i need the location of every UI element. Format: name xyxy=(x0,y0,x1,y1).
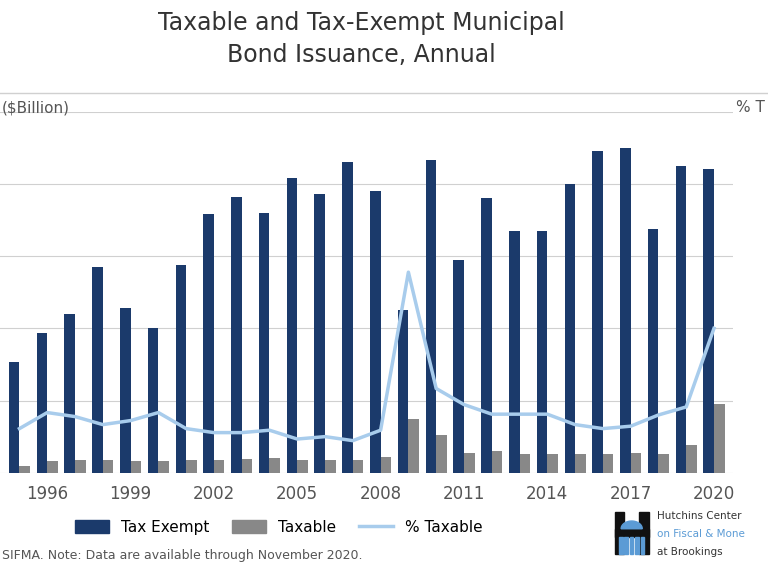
Bar xyxy=(620,148,631,473)
Text: Hutchins Center: Hutchins Center xyxy=(657,511,742,521)
Bar xyxy=(204,214,214,473)
Bar xyxy=(548,454,558,473)
% Taxable xyxy=(71,413,80,420)
Bar xyxy=(409,418,419,473)
Bar xyxy=(242,459,252,473)
Bar xyxy=(492,451,502,473)
% Taxable xyxy=(98,421,108,428)
% Taxable xyxy=(265,427,274,434)
Bar xyxy=(270,458,280,473)
% Taxable xyxy=(543,411,552,418)
% Taxable xyxy=(654,411,663,418)
Bar xyxy=(343,162,353,473)
Text: % T: % T xyxy=(736,100,765,115)
Bar xyxy=(131,461,141,473)
% Taxable xyxy=(15,425,24,432)
Bar xyxy=(214,460,224,473)
Bar xyxy=(353,460,363,473)
Text: SIFMA. Note: Data are available through November 2020.: SIFMA. Note: Data are available through … xyxy=(2,548,362,562)
Bar xyxy=(641,537,644,554)
Bar xyxy=(620,537,623,554)
% Taxable xyxy=(487,411,496,418)
Line: % Taxable: % Taxable xyxy=(19,272,714,441)
Bar xyxy=(635,537,639,554)
Bar xyxy=(453,260,464,473)
% Taxable xyxy=(320,433,329,440)
% Taxable xyxy=(571,421,580,428)
Bar xyxy=(537,231,548,473)
% Taxable xyxy=(432,385,441,392)
% Taxable xyxy=(626,423,635,430)
Bar xyxy=(703,170,714,473)
Text: at Brookings: at Brookings xyxy=(657,547,723,556)
Bar xyxy=(186,461,197,473)
Bar xyxy=(176,265,186,473)
% Taxable xyxy=(154,409,163,416)
Bar xyxy=(259,213,270,473)
Bar xyxy=(615,529,649,537)
Bar xyxy=(519,454,530,473)
Polygon shape xyxy=(621,521,642,529)
Bar xyxy=(639,512,649,554)
Bar xyxy=(575,454,586,473)
% Taxable xyxy=(682,403,691,410)
Bar xyxy=(158,461,169,473)
Bar xyxy=(624,537,628,554)
Bar xyxy=(603,454,614,473)
Bar xyxy=(75,461,85,473)
Bar xyxy=(482,198,492,473)
Bar xyxy=(314,194,325,473)
% Taxable xyxy=(293,435,302,442)
% Taxable xyxy=(181,425,190,432)
% Taxable xyxy=(710,325,719,332)
% Taxable xyxy=(42,409,51,416)
% Taxable xyxy=(598,425,607,432)
Bar xyxy=(425,160,436,473)
Bar xyxy=(509,231,519,473)
Bar xyxy=(676,166,687,473)
Bar xyxy=(631,453,641,473)
Bar xyxy=(564,184,575,473)
Bar xyxy=(658,454,669,473)
Bar xyxy=(37,333,47,473)
Legend: Tax Exempt, Taxable, % Taxable: Tax Exempt, Taxable, % Taxable xyxy=(69,513,488,541)
% Taxable xyxy=(237,429,247,436)
Bar xyxy=(592,151,603,473)
Bar xyxy=(630,537,634,554)
Bar xyxy=(231,197,242,473)
Bar xyxy=(147,328,158,473)
Bar xyxy=(92,267,103,473)
Bar xyxy=(687,445,697,473)
Bar xyxy=(398,309,409,473)
% Taxable xyxy=(210,429,219,436)
Bar xyxy=(615,512,624,554)
Bar xyxy=(370,191,381,473)
Bar xyxy=(9,362,19,473)
% Taxable xyxy=(376,427,386,434)
Bar xyxy=(325,460,336,473)
Bar xyxy=(648,229,658,473)
Bar xyxy=(47,461,58,473)
Bar xyxy=(714,404,724,473)
% Taxable xyxy=(515,411,524,418)
Bar xyxy=(381,457,391,473)
Text: Taxable and Tax-Exempt Municipal
Bond Issuance, Annual: Taxable and Tax-Exempt Municipal Bond Is… xyxy=(157,11,564,67)
Text: on Fiscal & Mone: on Fiscal & Mone xyxy=(657,529,745,539)
Bar xyxy=(297,460,308,473)
% Taxable xyxy=(126,417,135,424)
Bar xyxy=(120,308,131,473)
Bar xyxy=(464,453,475,473)
Text: ($Billion): ($Billion) xyxy=(2,100,70,115)
Bar xyxy=(103,460,114,473)
% Taxable xyxy=(348,437,357,444)
% Taxable xyxy=(404,269,413,276)
Bar xyxy=(65,314,75,473)
Bar xyxy=(286,178,297,473)
Bar xyxy=(19,466,30,473)
Bar xyxy=(436,435,447,473)
% Taxable xyxy=(459,401,468,408)
